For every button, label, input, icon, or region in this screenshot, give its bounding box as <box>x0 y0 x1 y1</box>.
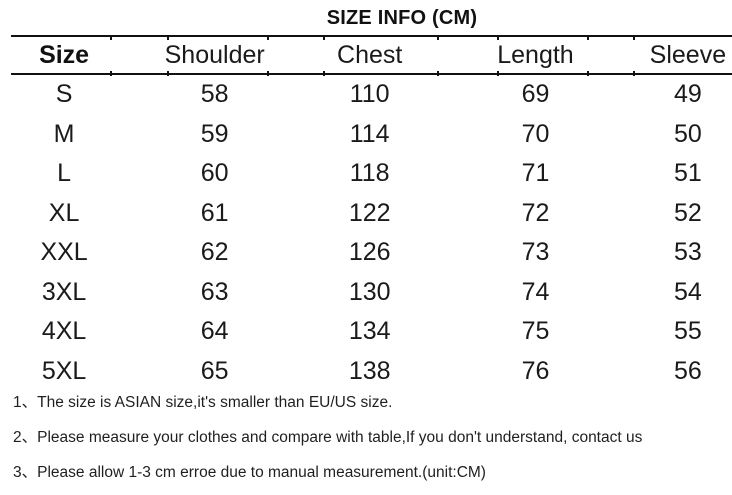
note-asian-size: 1、The size is ASIAN size,it's smaller th… <box>13 394 393 411</box>
column-tick <box>497 71 499 76</box>
column-tick <box>497 35 499 40</box>
table-cell: 76 <box>521 356 550 385</box>
column-tick <box>323 35 325 40</box>
table-cell: S <box>55 80 73 109</box>
table-cell: M <box>53 119 75 148</box>
table-cell: 138 <box>348 356 391 385</box>
table-cell: 130 <box>348 277 391 306</box>
note-error-margin: 3、Please allow 1-3 cm erroe due to manua… <box>13 464 486 481</box>
table-cell: 70 <box>521 119 550 148</box>
table-cell: 56 <box>674 356 702 385</box>
table-cell: 52 <box>674 198 702 227</box>
table-cell: XXL <box>40 238 88 267</box>
table-cell: 55 <box>674 317 702 346</box>
table-cell: 126 <box>348 238 391 267</box>
table-cell: 122 <box>348 198 391 227</box>
column-tick <box>587 35 589 40</box>
table-row: L 60 118 71 51 <box>11 154 732 194</box>
column-tick <box>267 71 269 76</box>
column-tick <box>110 71 112 76</box>
column-tick <box>633 71 635 76</box>
table-row: S 58 110 69 49 <box>11 74 732 115</box>
column-tick <box>437 35 439 40</box>
table-cell: 72 <box>521 198 550 227</box>
table-cell: 54 <box>674 277 702 306</box>
table-row: 4XL 64 134 75 55 <box>11 312 732 352</box>
table-cell: 4XL <box>41 317 87 346</box>
table-cell: 74 <box>521 277 550 306</box>
table-cell: 69 <box>521 80 550 109</box>
header-cell-length: Length <box>497 40 574 69</box>
table-row: M 59 114 70 50 <box>11 115 732 155</box>
notes-section: 1、The size is ASIAN size,it's smaller th… <box>13 393 732 495</box>
column-tick <box>437 71 439 76</box>
table-cell: 61 <box>200 198 229 227</box>
table-cell: 64 <box>200 317 229 346</box>
table-row: 3XL 63 130 74 54 <box>11 273 732 313</box>
table-cell: 53 <box>674 238 702 267</box>
column-tick <box>633 35 635 40</box>
table-cell: 50 <box>674 119 702 148</box>
table-cell: 59 <box>200 119 229 148</box>
table-cell: 60 <box>200 159 229 188</box>
size-table: Size Shoulder Chest Length Sleeve S 58 1… <box>11 35 732 391</box>
table-cell: 71 <box>521 159 550 188</box>
column-tick <box>323 71 325 76</box>
table-cell: 65 <box>200 356 229 385</box>
table-cell: 49 <box>674 80 702 109</box>
header-cell-sleeve: Sleeve <box>649 40 727 69</box>
column-tick <box>167 35 169 40</box>
table-cell: 51 <box>674 159 702 188</box>
table-cell: 62 <box>200 238 229 267</box>
table-cell: 3XL <box>41 277 87 306</box>
column-tick <box>587 71 589 76</box>
table-cell: 110 <box>349 80 390 109</box>
header-cell-shoulder: Shoulder <box>164 40 265 69</box>
table-cell: 118 <box>349 159 390 188</box>
table-cell: XL <box>48 198 80 227</box>
table-header-row: Size Shoulder Chest Length Sleeve <box>11 36 732 74</box>
table-row: XXL 62 126 73 53 <box>11 233 732 273</box>
table-cell: 75 <box>521 317 550 346</box>
table-cell: 63 <box>200 277 229 306</box>
header-cell-size: Size <box>39 40 90 69</box>
column-tick <box>267 35 269 40</box>
table-row: 5XL 65 138 76 56 <box>11 352 732 392</box>
column-tick <box>167 71 169 76</box>
table-cell: 134 <box>348 317 391 346</box>
table-cell: 5XL <box>41 356 87 385</box>
note-measure: 2、Please measure your clothes and compar… <box>13 429 643 446</box>
table-cell: 73 <box>521 238 550 267</box>
table-cell: 58 <box>200 80 229 109</box>
header-cell-chest: Chest <box>337 40 403 69</box>
table-cell: L <box>57 159 72 188</box>
size-table-grid: Size Shoulder Chest Length Sleeve S 58 1… <box>11 35 732 391</box>
page-title: SIZE INFO (CM) <box>326 7 478 29</box>
table-cell: 114 <box>349 119 390 148</box>
table-row: XL 61 122 72 52 <box>11 194 732 234</box>
column-tick <box>110 35 112 40</box>
